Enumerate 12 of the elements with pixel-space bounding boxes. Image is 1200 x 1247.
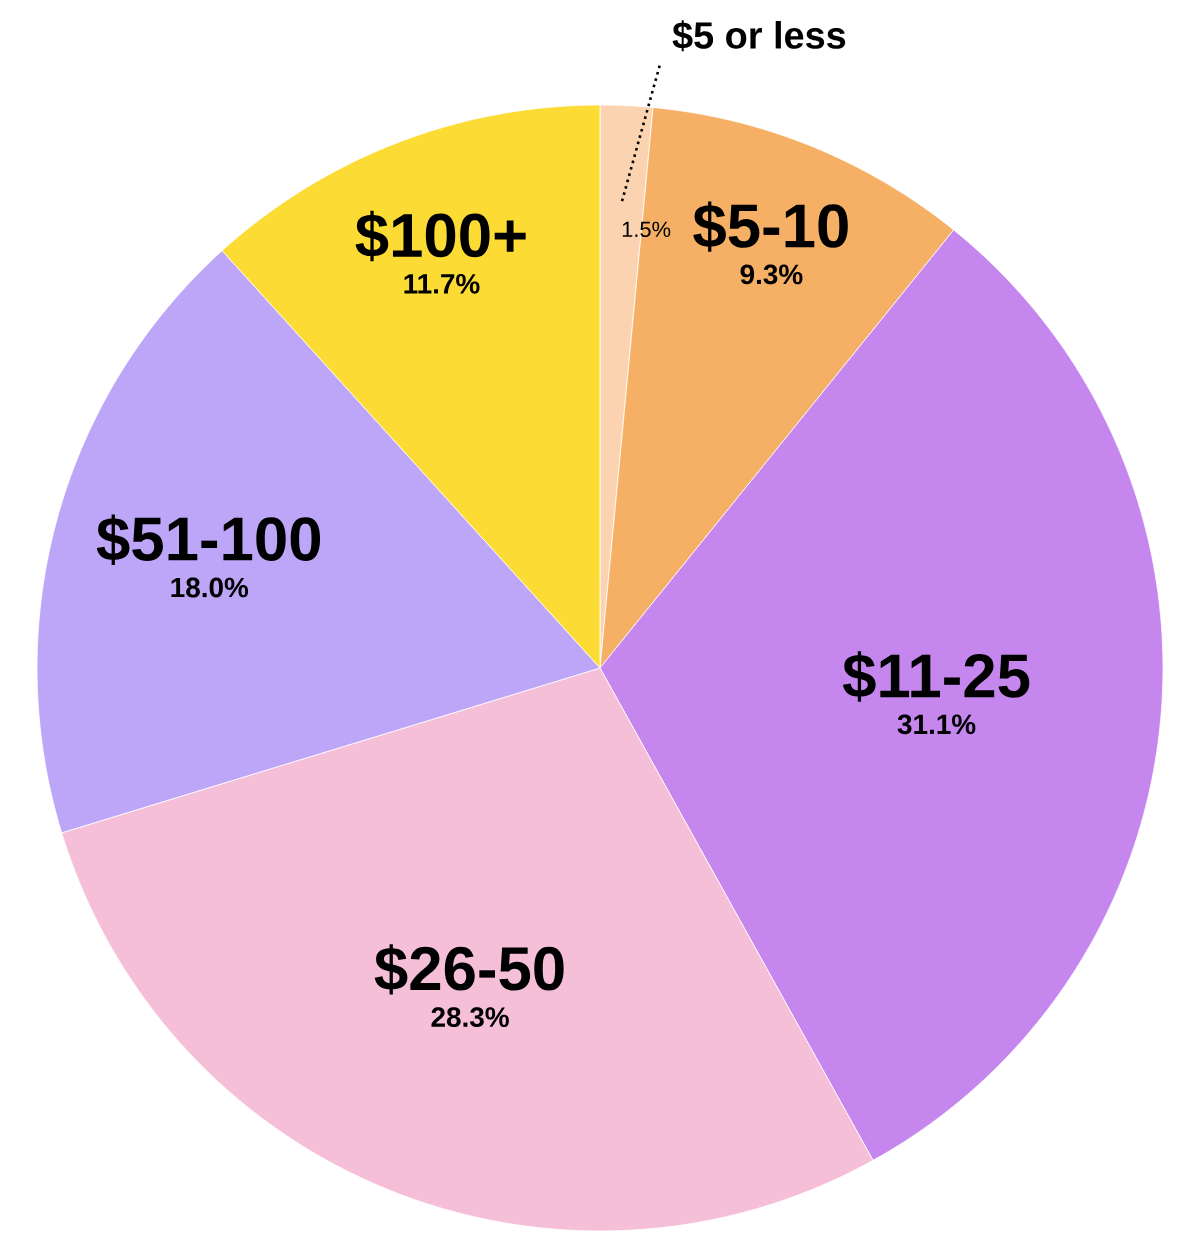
slice-label: $11-25	[842, 651, 1030, 702]
slice-label: $51-100	[96, 514, 321, 565]
data-label: 1.5%	[622, 221, 671, 238]
slice-label: $26-50	[374, 944, 564, 995]
data-label: 9.3%	[740, 264, 803, 285]
slice-label: $5 or less	[672, 20, 846, 52]
data-label: 31.1%	[897, 714, 976, 735]
data-label: 18.0%	[171, 577, 249, 598]
slice-label: $5-10	[693, 201, 848, 252]
data-label: 11.7%	[404, 274, 480, 294]
slice-label: $100+	[355, 210, 526, 262]
data-label: 28.3%	[431, 1007, 509, 1028]
